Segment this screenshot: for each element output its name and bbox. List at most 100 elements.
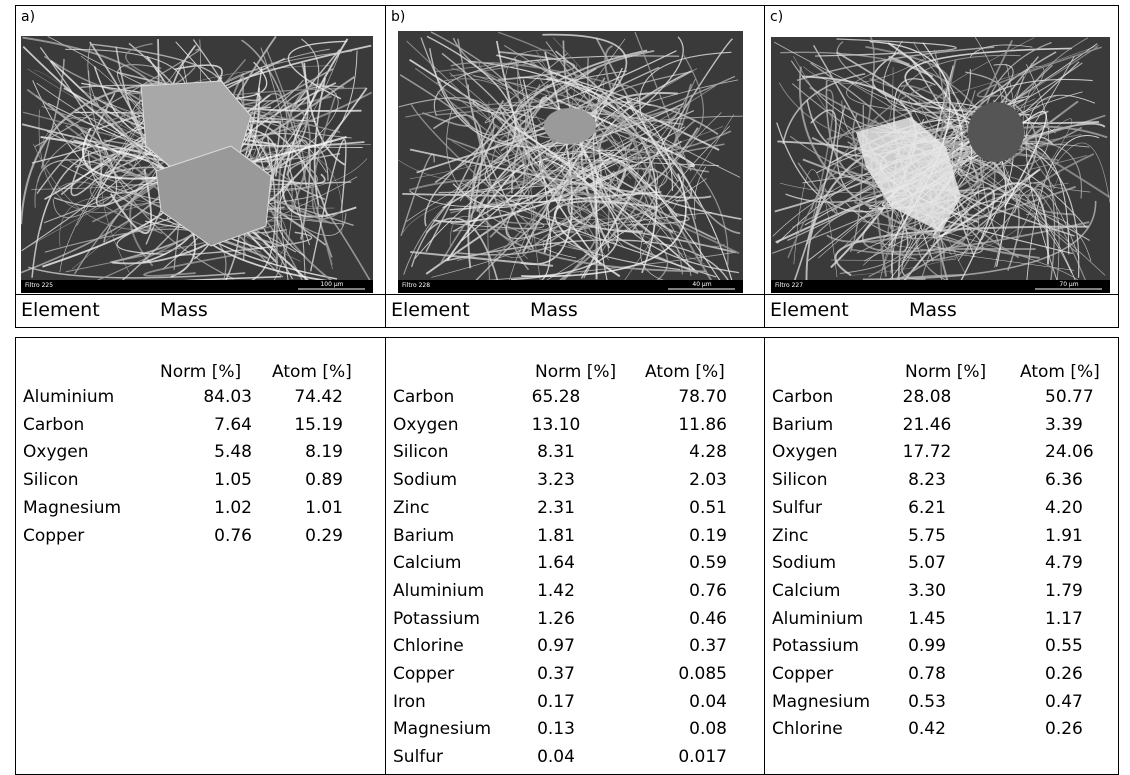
element-name: Chlorine	[772, 721, 843, 738]
border	[15, 5, 16, 328]
atom-value: 15.19	[243, 417, 343, 434]
atom-value: 1.01	[243, 500, 343, 517]
element-name: Silicon	[393, 444, 448, 461]
norm-header: Norm [%]	[905, 364, 986, 381]
atom-value: 0.017	[627, 749, 727, 766]
norm-value: 0.37	[506, 666, 606, 683]
element-name: Sulfur	[393, 749, 443, 766]
norm-value: 6.21	[877, 500, 977, 517]
border	[15, 337, 16, 775]
element-name: Oxygen	[772, 444, 838, 461]
norm-value: 2.31	[506, 500, 606, 517]
element-name: Carbon	[772, 389, 833, 406]
atom-value: 74.42	[243, 389, 343, 406]
panel-label: c)	[770, 10, 783, 24]
atom-value: 50.77	[1045, 389, 1094, 406]
border	[15, 327, 1118, 328]
atom-value: 0.29	[243, 528, 343, 545]
atom-value: 78.70	[627, 389, 727, 406]
border	[385, 5, 386, 328]
element-name: Sodium	[772, 555, 836, 572]
atom-value: 0.47	[1045, 694, 1083, 711]
atom-value: 6.36	[1045, 472, 1083, 489]
element-name: Copper	[393, 666, 454, 683]
atom-value: 4.28	[627, 444, 727, 461]
element-name: Potassium	[393, 611, 480, 628]
image-caption: Filtro 228	[402, 282, 430, 289]
atom-value: 0.89	[243, 472, 343, 489]
border	[15, 337, 1118, 338]
element-name: Copper	[772, 666, 833, 683]
element-name: Calcium	[393, 555, 461, 572]
element-name: Aluminium	[23, 389, 114, 406]
element-name: Aluminium	[772, 611, 863, 628]
norm-value: 0.97	[506, 638, 606, 655]
norm-value: 0.76	[152, 528, 252, 545]
image-caption: Filtro 225	[25, 282, 53, 289]
element-header: Element	[770, 301, 849, 320]
norm-value: 17.72	[877, 444, 977, 461]
atom-value: 8.19	[243, 444, 343, 461]
element-name: Carbon	[393, 389, 454, 406]
atom-value: 0.26	[1045, 666, 1083, 683]
border	[15, 5, 1118, 6]
mass-header: Mass	[160, 301, 208, 320]
element-name: Zinc	[772, 528, 809, 545]
norm-value: 1.05	[152, 472, 252, 489]
norm-header: Norm [%]	[535, 364, 616, 381]
atom-value: 0.46	[627, 611, 727, 628]
norm-value: 1.42	[506, 583, 606, 600]
norm-value: 1.81	[506, 528, 606, 545]
element-name: Oxygen	[393, 417, 459, 434]
element-name: Aluminium	[393, 583, 484, 600]
panel-label: b)	[391, 10, 405, 24]
sem-image: Filtro 22770 µm	[771, 37, 1110, 293]
sem-image: Filtro 22840 µm	[398, 31, 743, 293]
norm-value: 8.31	[506, 444, 606, 461]
atom-value: 1.79	[1045, 583, 1083, 600]
element-name: Potassium	[772, 638, 859, 655]
atom-value: 0.19	[627, 528, 727, 545]
atom-value: 11.86	[627, 417, 727, 434]
atom-value: 4.79	[1045, 555, 1083, 572]
norm-value: 3.23	[506, 472, 606, 489]
norm-value: 5.48	[152, 444, 252, 461]
norm-value: 7.64	[152, 417, 252, 434]
figure: a)Filtro 225100 µmElementMassNorm [%]Ato…	[0, 0, 1130, 775]
norm-header: Norm [%]	[160, 364, 241, 381]
element-name: Silicon	[772, 472, 827, 489]
image-caption: Filtro 227	[775, 282, 803, 289]
norm-value: 5.75	[877, 528, 977, 545]
norm-value: 0.04	[506, 749, 606, 766]
atom-value: 3.39	[1045, 417, 1083, 434]
border	[1118, 337, 1119, 775]
element-header: Element	[21, 301, 100, 320]
particle	[544, 108, 596, 144]
norm-value: 84.03	[152, 389, 252, 406]
atom-value: 1.17	[1045, 611, 1083, 628]
atom-value: 24.06	[1045, 444, 1094, 461]
norm-value: 0.99	[877, 638, 977, 655]
atom-value: 0.04	[627, 694, 727, 711]
border	[764, 337, 765, 775]
atom-value: 0.08	[627, 721, 727, 738]
atom-value: 1.91	[1045, 528, 1083, 545]
norm-value: 0.78	[877, 666, 977, 683]
element-name: Barium	[772, 417, 833, 434]
info-strip	[398, 280, 743, 293]
norm-value: 0.17	[506, 694, 606, 711]
atom-header: Atom [%]	[1020, 364, 1100, 381]
border	[764, 5, 765, 328]
element-name: Oxygen	[23, 444, 89, 461]
sem-image: Filtro 225100 µm	[21, 36, 373, 293]
element-name: Magnesium	[23, 500, 121, 517]
atom-value: 0.51	[627, 500, 727, 517]
atom-value: 0.55	[1045, 638, 1083, 655]
element-name: Sulfur	[772, 500, 822, 517]
element-header: Element	[391, 301, 470, 320]
atom-value: 0.59	[627, 555, 727, 572]
norm-value: 3.30	[877, 583, 977, 600]
atom-value: 4.20	[1045, 500, 1083, 517]
element-name: Zinc	[393, 500, 430, 517]
border	[1118, 5, 1119, 328]
